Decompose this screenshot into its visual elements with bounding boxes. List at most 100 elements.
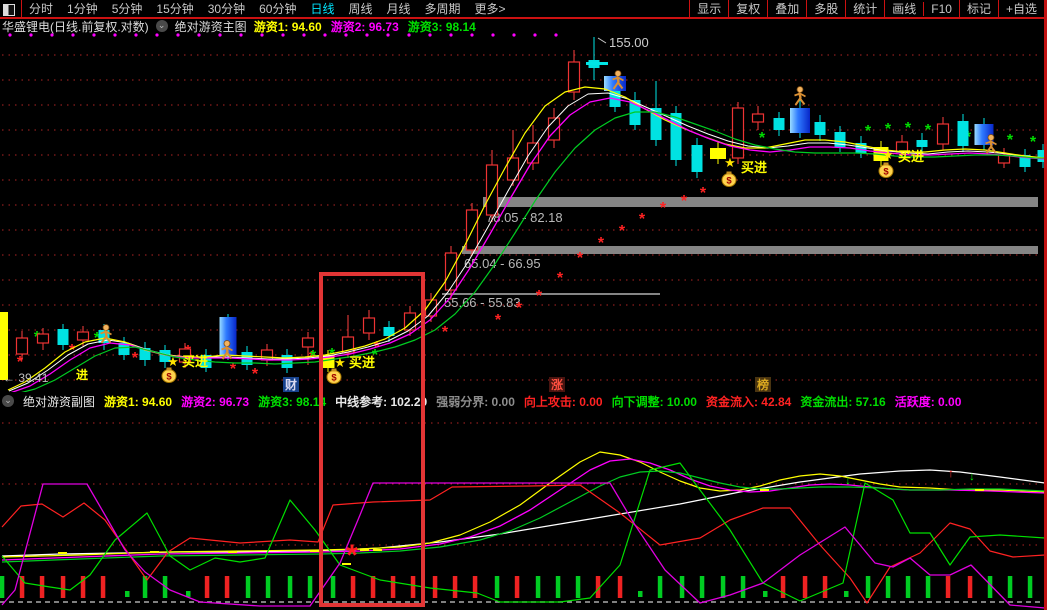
- period-tab-日线[interactable]: 日线: [310, 2, 335, 16]
- period-toolbar: 分时 1分钟 5分钟 15分钟 30分钟 60分钟 日线 周线 月线 多周期 更多> 显示 复权 叠加多…: [0, 0, 1044, 19]
- volume-tick: [142, 576, 148, 598]
- volume-tick: [844, 591, 849, 597]
- candle-down: [159, 350, 171, 362]
- candle-highlight: [219, 317, 237, 356]
- period-tab-15分钟[interactable]: 15分钟: [156, 2, 194, 16]
- candle-signal: [321, 355, 335, 368]
- menu-item-统计[interactable]: 统计: [845, 0, 884, 17]
- sub-indicator-values: 游资1: 94.60 游资2: 96.73 游资3: 98.14 中线参考: 102.…: [104, 393, 961, 410]
- volume-tick: [287, 576, 293, 598]
- candle-up: [567, 61, 581, 93]
- candle-up: [731, 107, 745, 159]
- volume-tick: [432, 576, 438, 598]
- svg-text:*: *: [17, 354, 24, 371]
- svg-text:155.00: 155.00: [609, 35, 649, 50]
- candle-up: [362, 317, 376, 334]
- period-tab-更多>[interactable]: 更多>: [474, 2, 506, 16]
- period-tabs: 分时 1分钟 5分钟 15分钟 30分钟 60分钟 日线 周线 月线 多周期 更多>: [29, 0, 506, 17]
- svg-text:*: *: [619, 223, 626, 240]
- candle-up: [36, 333, 50, 344]
- volume-tick: [780, 576, 786, 598]
- period-tab-30分钟[interactable]: 30分钟: [207, 2, 246, 16]
- toolbar-menu: 显示 复权 叠加 多股 统计 画线 F10 标记 +自选: [689, 0, 1044, 17]
- volume-tick: [410, 576, 416, 598]
- svg-text:$: $: [166, 372, 172, 383]
- svg-text:*: *: [885, 121, 892, 138]
- volume-tick: [555, 576, 561, 598]
- volume-tick: [452, 576, 458, 598]
- svg-text:榜: 榜: [757, 377, 769, 392]
- menu-item-多股[interactable]: 多股: [806, 0, 845, 17]
- indicator-value-游资2: 游资2: 96.73: [181, 394, 250, 409]
- svg-text:55.66 - 55.83: 55.66 - 55.83: [444, 295, 521, 310]
- sub-indicator-chart[interactable]: * ↓ ↑ ↓: [0, 410, 1047, 610]
- indicator-value-资金流入: 资金流入: 42.84: [705, 394, 792, 409]
- candle-down: [139, 348, 151, 360]
- svg-text:*: *: [865, 123, 872, 140]
- menu-item-显示[interactable]: 显示: [689, 0, 728, 17]
- svg-text:*: *: [252, 366, 259, 383]
- indicator-value-游资1: 游资1: 94.60: [104, 394, 173, 409]
- menu-item-+自选[interactable]: +自选: [997, 0, 1044, 17]
- volume-tick: [472, 576, 478, 598]
- period-tab-1分钟[interactable]: 1分钟: [67, 2, 98, 16]
- volume-tick: [617, 576, 623, 598]
- volume-tick: [763, 591, 768, 597]
- volume-tick: [39, 576, 45, 598]
- svg-text:*: *: [94, 330, 101, 347]
- candle-signal: [710, 148, 726, 159]
- volume-tick: [822, 576, 828, 598]
- candle-down: [1037, 150, 1047, 162]
- window-icon[interactable]: [3, 3, 15, 16]
- svg-text:*: *: [681, 193, 688, 210]
- candle-down: [670, 113, 682, 160]
- volume-tick: [224, 576, 230, 598]
- volume-tick: [740, 576, 746, 598]
- chevron-down-icon[interactable]: ⌄: [155, 20, 168, 32]
- period-tab-5分钟[interactable]: 5分钟: [111, 2, 143, 16]
- period-tab-分时[interactable]: 分时: [29, 2, 54, 16]
- menu-item-标记[interactable]: 标记: [958, 0, 998, 17]
- period-tab-60分钟[interactable]: 60分钟: [259, 2, 297, 16]
- period-tab-多周期[interactable]: 多周期: [424, 2, 461, 16]
- chevron-down-icon[interactable]: ⌄: [2, 395, 14, 407]
- money-bag-icon: $: [878, 162, 894, 178]
- period-tab-月线[interactable]: 月线: [386, 2, 411, 16]
- svg-text:*: *: [557, 270, 564, 287]
- volume-tick: [967, 576, 973, 598]
- candle-up: [751, 113, 765, 123]
- candle-down: [650, 108, 662, 140]
- candle-down: [57, 329, 69, 345]
- menu-item-叠加[interactable]: 叠加: [767, 0, 806, 17]
- svg-text:↓: ↓: [845, 473, 851, 487]
- candle-down: [1019, 155, 1031, 167]
- volume-tick: [186, 591, 191, 597]
- candle-up: [424, 299, 438, 317]
- svg-text:涨: 涨: [551, 377, 563, 392]
- candle-up: [301, 337, 315, 348]
- candle-down: [98, 330, 110, 343]
- volume-tick: [125, 591, 130, 597]
- candle-highlight: [790, 108, 810, 133]
- menu-item-复权[interactable]: 复权: [728, 0, 767, 17]
- svg-text:*: *: [660, 200, 667, 217]
- candle-up: [936, 123, 950, 145]
- menu-item-F10[interactable]: F10: [923, 1, 959, 16]
- svg-text:*: *: [1007, 132, 1014, 149]
- period-tab-周线[interactable]: 周线: [348, 2, 373, 16]
- sub-indicator-name[interactable]: 绝对游资副图: [23, 394, 96, 409]
- volume-tick: [802, 576, 808, 598]
- runner-icon: [794, 86, 806, 106]
- candle-down: [834, 132, 846, 147]
- volume-tick: [987, 576, 993, 598]
- candle-up: [485, 164, 499, 216]
- svg-text:*: *: [329, 346, 336, 363]
- candle-up: [506, 157, 520, 181]
- svg-text:*: *: [598, 235, 605, 252]
- svg-text:$: $: [726, 176, 732, 187]
- menu-item-画线[interactable]: 画线: [884, 0, 923, 17]
- watermark-box: [755, 377, 771, 392]
- main-indicator-name[interactable]: 绝对游资主图: [174, 19, 247, 34]
